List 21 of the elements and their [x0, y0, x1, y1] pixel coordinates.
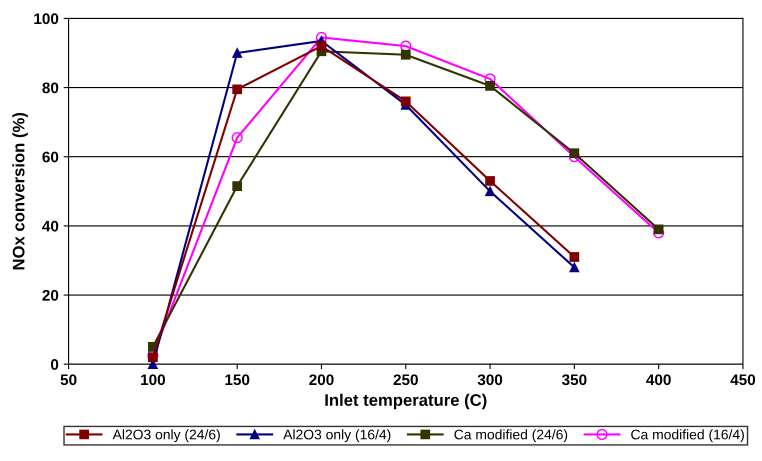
x-tick-label: 100 [141, 374, 165, 386]
y-tick-label: 60 [42, 152, 58, 162]
y-tick-label: 80 [42, 82, 58, 94]
y-tick-label: 100 [34, 13, 58, 24]
legend-label: Al2O3 only (16/4) [283, 429, 390, 442]
x-tick-label: 150 [225, 374, 250, 386]
y-tick-label: 0 [50, 359, 58, 370]
x-tick-label: 50 [60, 374, 76, 386]
y-tick-label: 40 [42, 220, 58, 232]
x-tick-label: 200 [309, 374, 334, 386]
y-tick-label: 20 [42, 290, 58, 301]
x-tick-label: 450 [730, 374, 756, 386]
y-axis-title: NOx conversion (%) [12, 112, 28, 270]
x-axis-title: Inlet temperature (C) [325, 394, 486, 410]
legend-label: Al2O3 only (24/6) [112, 429, 220, 442]
x-tick-label: 250 [394, 374, 418, 386]
x-tick-label: 300 [478, 374, 502, 386]
x-tick-label: 400 [646, 374, 671, 386]
legend-label: Ca modified (24/6) [454, 429, 568, 442]
legend-label: Ca modified (16/4) [631, 429, 744, 442]
x-tick-label: 350 [562, 374, 586, 386]
